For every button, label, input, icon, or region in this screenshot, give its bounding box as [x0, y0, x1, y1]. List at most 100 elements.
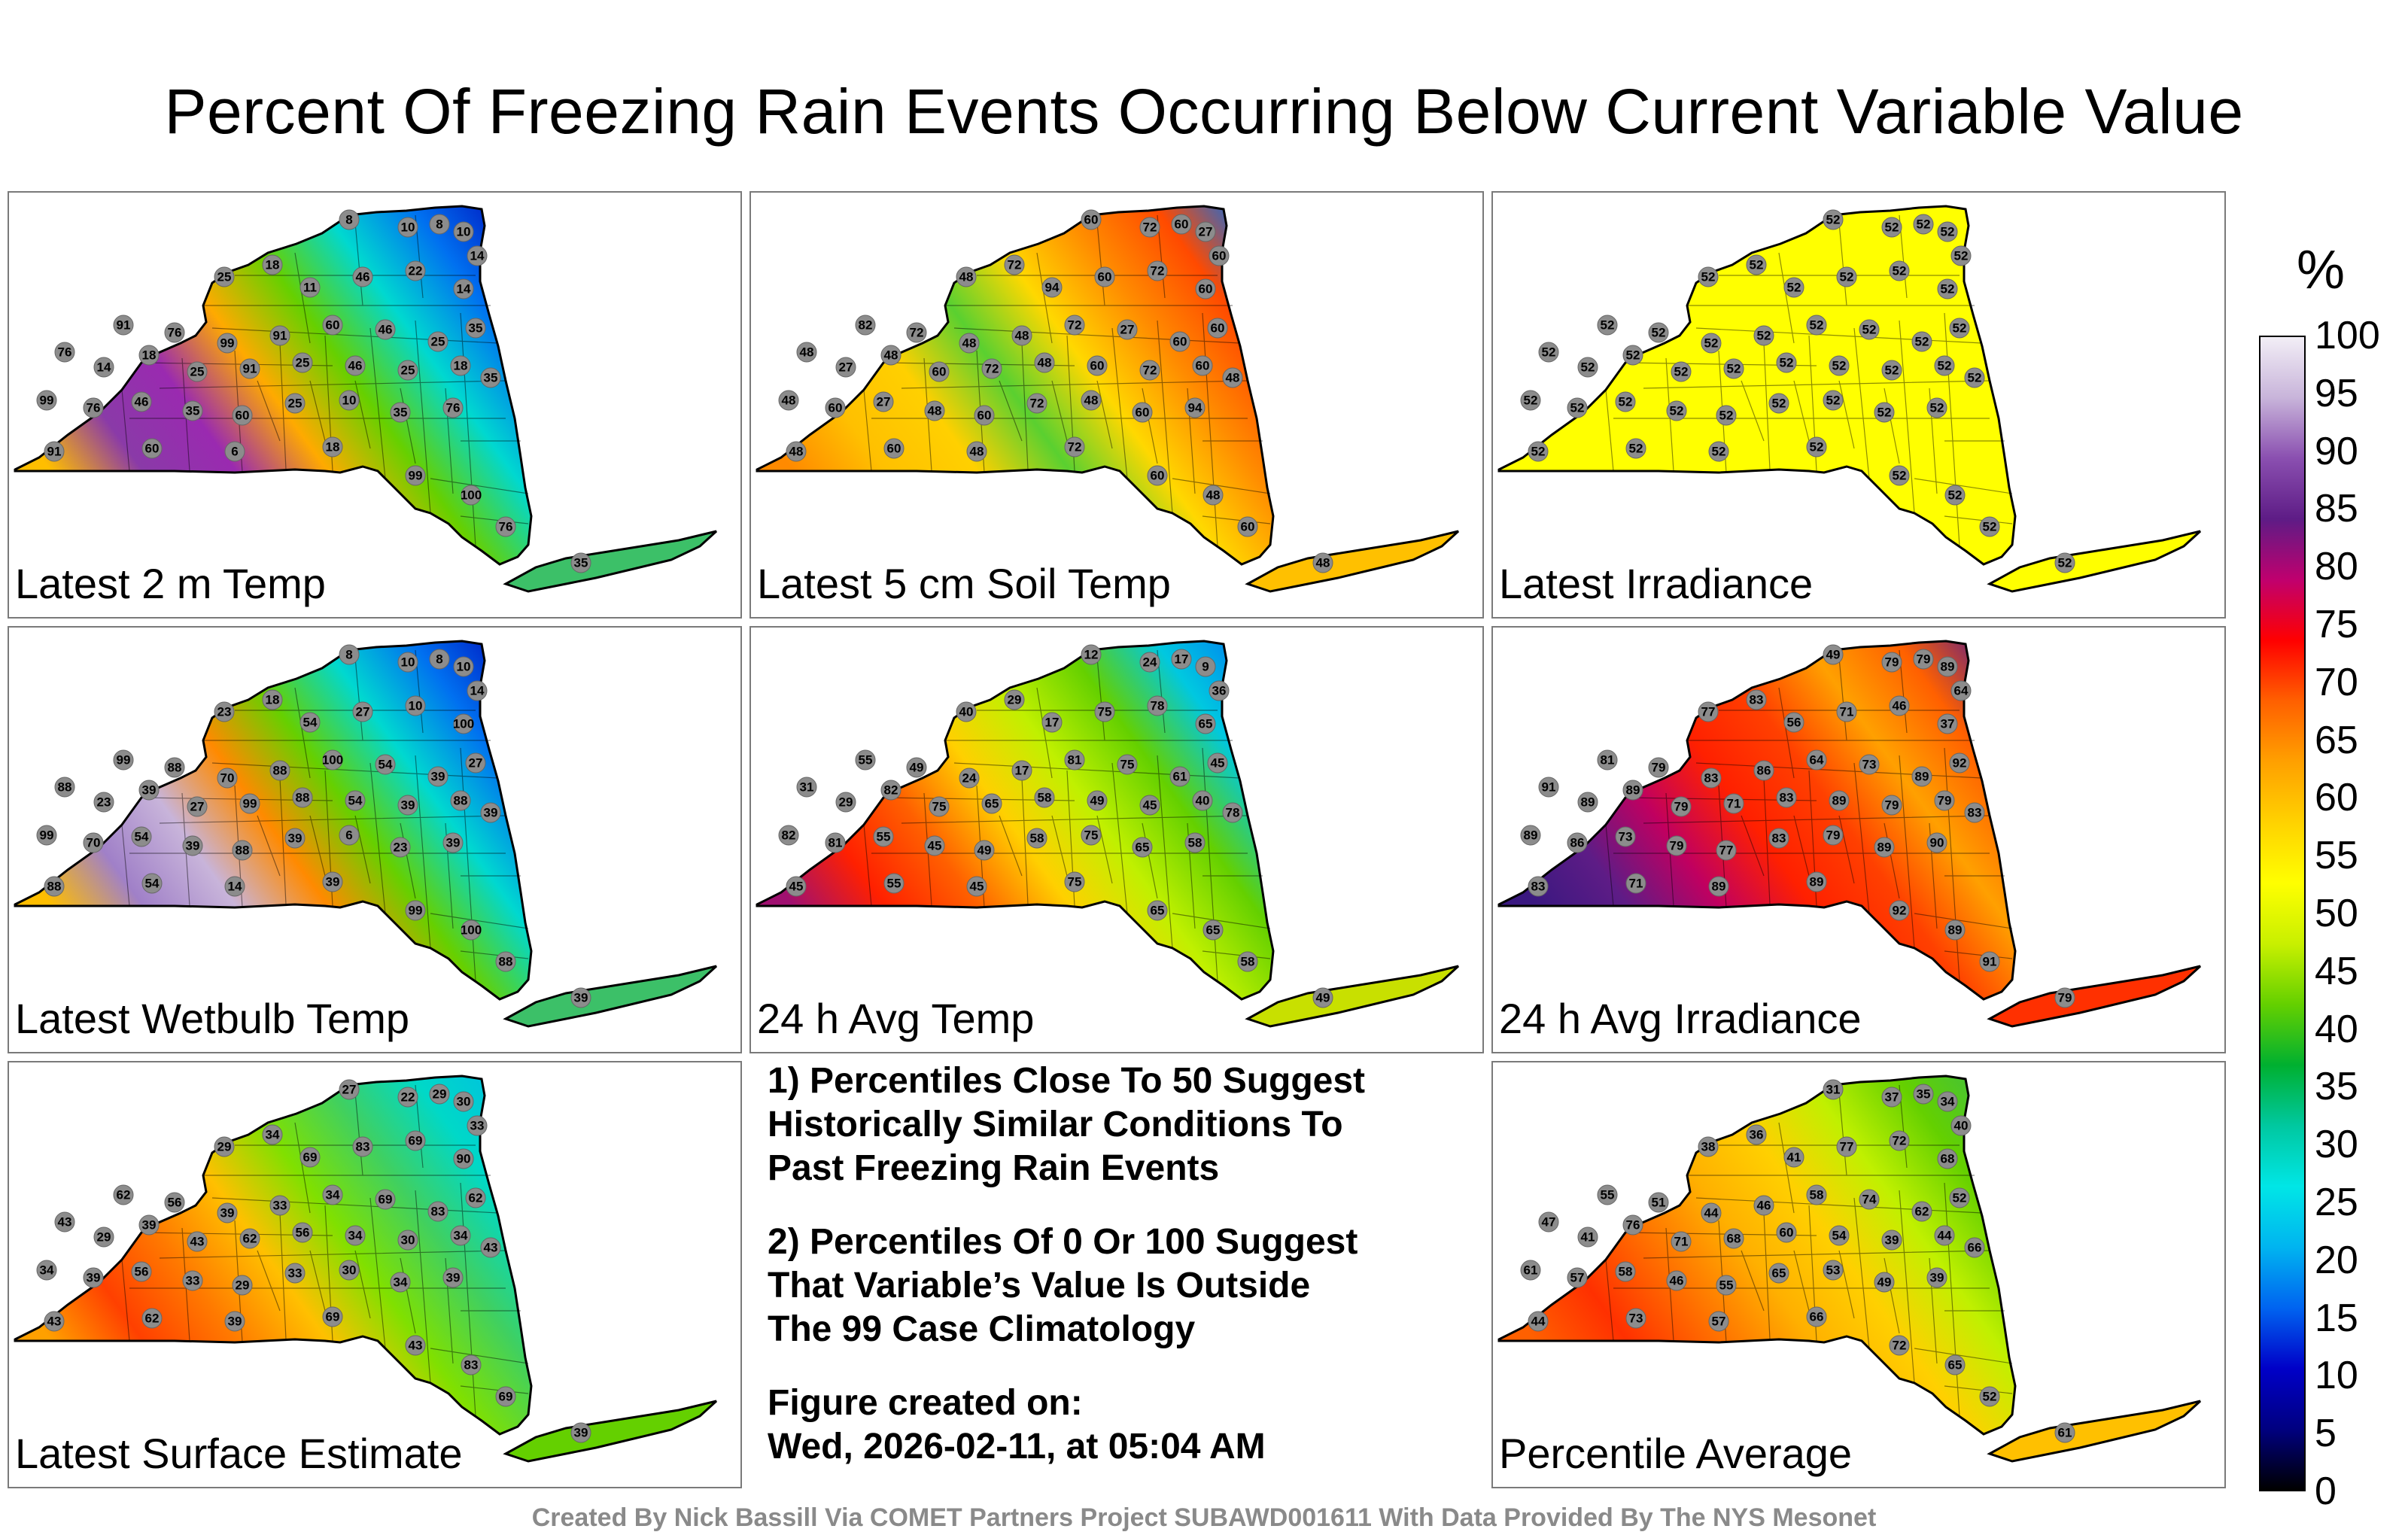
station-value: 52 — [1826, 394, 1841, 408]
station-dot — [1950, 680, 1972, 701]
station-dot — [224, 1311, 245, 1332]
station-value: 72 — [985, 362, 999, 376]
station-value: 33 — [288, 1266, 303, 1281]
station-marker: 76 — [442, 397, 464, 418]
station-value: 14 — [470, 249, 485, 263]
notes-text: 1) Percentiles Close To 50 Suggest Histo… — [768, 1059, 1482, 1499]
station-value: 18 — [266, 258, 280, 272]
station-dot — [450, 1225, 471, 1246]
station-dot — [1520, 390, 1541, 411]
station-value: 29 — [839, 795, 853, 810]
station-value: 44 — [1531, 1315, 1546, 1329]
station-value: 89 — [1941, 660, 1955, 674]
station-marker: 25 — [397, 360, 418, 381]
map-panel-24h-avg-temp: 12 24 17 9 36 40 29 17 75 78 65 55 49 24 17 81 75 61 45 31 2… — [749, 626, 1484, 1053]
station-marker: 41 — [1577, 1226, 1598, 1248]
station-dot — [1094, 266, 1115, 287]
station-value: 54 — [1832, 1229, 1847, 1243]
station-value: 54 — [145, 877, 160, 891]
station-marker: 52 — [1949, 1187, 1970, 1208]
station-value: 12 — [1084, 648, 1099, 662]
station-marker: 44 — [1934, 1225, 1955, 1246]
station-dot — [269, 1195, 290, 1216]
panel-label: 24 h Avg Temp — [757, 995, 1035, 1042]
station-marker: 99 — [405, 900, 426, 921]
panel-label: Percentile Average — [1499, 1430, 1853, 1477]
station-value: 60 — [1173, 335, 1187, 349]
station-marker: 89 — [1944, 919, 1966, 941]
station-value: 9 — [1202, 660, 1209, 674]
station-dot — [397, 217, 418, 238]
station-marker: 8 — [429, 649, 450, 670]
station-marker: 100 — [453, 713, 474, 734]
station-value: 81 — [829, 836, 843, 850]
station-value: 17 — [1015, 764, 1029, 778]
station-value: 99 — [40, 828, 54, 843]
station-value: 91 — [1983, 955, 1997, 969]
station-value: 40 — [959, 705, 974, 719]
station-dot — [2054, 987, 2075, 1008]
station-value: 31 — [800, 780, 814, 795]
station-marker: 72 — [1889, 1130, 1910, 1151]
station-marker: 52 — [1753, 325, 1774, 346]
station-marker: 52 — [1934, 355, 1955, 376]
station-dot — [883, 873, 905, 894]
station-value: 35 — [469, 321, 483, 336]
station-dot — [1768, 1263, 1789, 1284]
station-value: 58 — [1241, 955, 1255, 969]
station-dot — [1746, 1124, 1767, 1145]
station-dot — [1648, 1192, 1669, 1213]
station-marker: 69 — [299, 1147, 321, 1168]
station-dot — [825, 397, 846, 418]
station-dot — [467, 1115, 488, 1136]
station-value: 65 — [1136, 840, 1150, 855]
station-value: 33 — [186, 1274, 200, 1288]
station-dot — [1312, 552, 1333, 573]
station-dot — [453, 656, 474, 677]
station-value: 88 — [454, 794, 468, 808]
station-marker: 8 — [429, 214, 450, 235]
station-value: 10 — [457, 225, 471, 239]
station-marker: 60 — [141, 438, 163, 459]
station-value: 100 — [461, 488, 482, 503]
station-value: 46 — [356, 270, 370, 284]
station-marker: 60 — [1094, 266, 1115, 287]
station-value: 25 — [288, 397, 303, 411]
station-marker: 10 — [397, 217, 418, 238]
station-dot — [54, 777, 75, 798]
station-dot — [1944, 485, 1966, 506]
station-marker: 58 — [1237, 951, 1258, 972]
station-value: 48 — [1226, 371, 1240, 385]
station-value: 79 — [1885, 655, 1899, 670]
station-value: 76 — [1626, 1218, 1640, 1233]
station-value: 69 — [326, 1310, 340, 1324]
station-dot — [239, 793, 260, 814]
station-value: 49 — [910, 761, 924, 775]
station-value: 91 — [1542, 780, 1556, 795]
station-value: 60 — [1199, 282, 1213, 296]
station-marker: 82 — [855, 315, 876, 336]
station-dot — [1701, 333, 1722, 354]
station-dot — [1666, 400, 1687, 421]
station-dot — [83, 1267, 104, 1288]
station-value: 62 — [243, 1232, 257, 1246]
station-value: 69 — [499, 1390, 513, 1404]
station-marker: 54 — [375, 754, 396, 775]
station-dot — [345, 790, 366, 811]
station-marker: 35 — [182, 400, 203, 421]
station-value: 48 — [1206, 488, 1221, 503]
station-value: 52 — [1826, 213, 1841, 227]
station-value: 52 — [1983, 520, 1997, 534]
station-marker: 58 — [1026, 828, 1047, 849]
station-value: 29 — [97, 1230, 111, 1245]
station-value: 52 — [1941, 225, 1955, 239]
station-dot — [883, 438, 905, 459]
station-dot — [1926, 397, 1947, 418]
station-dot — [1237, 951, 1258, 972]
station-value: 55 — [887, 877, 901, 891]
station-value: 60 — [326, 318, 340, 333]
station-marker: 77 — [1698, 701, 1719, 722]
colorbar-tick-label: 80 — [2315, 545, 2358, 589]
station-value: 71 — [1674, 1235, 1689, 1249]
station-dot — [1698, 1136, 1719, 1157]
